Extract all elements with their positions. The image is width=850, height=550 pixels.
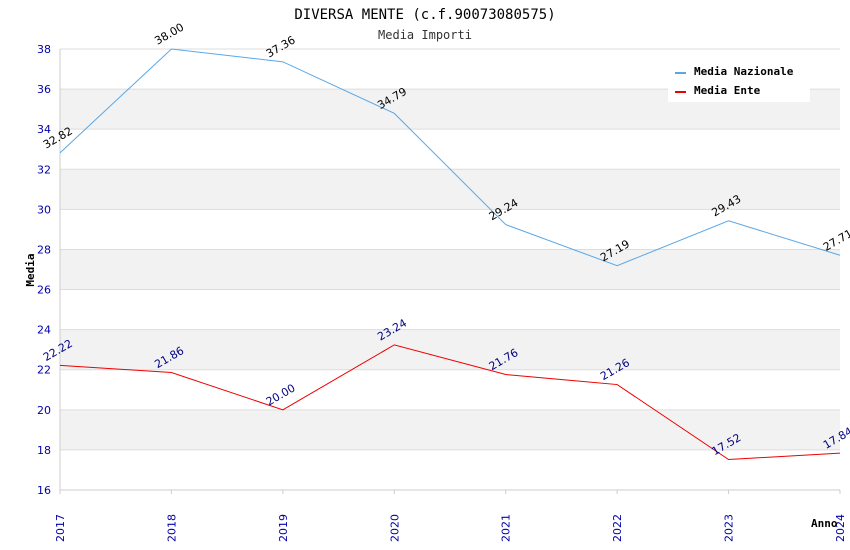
grid-bands	[60, 49, 840, 490]
chart-subtitle: Media Importi	[378, 28, 472, 42]
y-tick-label: 26	[37, 284, 51, 297]
x-tick-label: 2020	[388, 514, 401, 542]
x-tick-label: 2021	[500, 514, 513, 542]
grid-band	[60, 209, 840, 250]
legend: Media Nazionale Media Ente	[668, 60, 810, 102]
x-tick-label: 2023	[723, 514, 736, 542]
grid-band	[60, 329, 840, 370]
y-tick-label: 30	[37, 203, 51, 216]
grid-band	[60, 289, 840, 330]
series-line-media-ente	[59, 344, 841, 461]
grid-band	[60, 369, 840, 410]
y-tick-label: 22	[37, 364, 51, 377]
legend-label: Media Ente	[694, 84, 761, 97]
data-label: 38.00	[152, 21, 186, 48]
x-tick-label: 2018	[165, 514, 178, 542]
grid-band	[60, 169, 840, 210]
y-tick-label: 32	[37, 163, 51, 176]
x-tick-label: 2022	[611, 514, 624, 542]
grid-band	[60, 449, 840, 490]
y-tick-label: 38	[37, 43, 51, 56]
y-tick-label: 34	[37, 123, 51, 136]
x-tick-label: 2017	[54, 514, 67, 542]
y-tick-label: 36	[37, 83, 51, 96]
y-tick-label: 28	[37, 243, 51, 256]
x-tick-label: 2024	[834, 514, 847, 542]
y-axis-ticks: 16 18 20 22 24 26 28 30 32 34 36 38	[37, 43, 51, 497]
series-line-media-nazionale	[59, 48, 841, 267]
legend-label: Media Nazionale	[694, 65, 794, 78]
y-tick-label: 16	[37, 484, 51, 497]
grid-band	[60, 249, 840, 290]
legend-box	[668, 60, 810, 102]
x-tick-label: 2019	[277, 514, 290, 542]
x-axis-label: Anno	[811, 517, 838, 530]
y-tick-label: 18	[37, 444, 51, 457]
grid-band	[60, 129, 840, 170]
x-axis-ticks: 2017 2018 2019 2020 2021 2022 2023 2024	[54, 490, 847, 542]
series-group	[59, 48, 841, 461]
y-axis-label: Media	[24, 253, 37, 286]
grid-band	[60, 409, 840, 450]
y-tick-label: 20	[37, 404, 51, 417]
chart-title: DIVERSA MENTE (c.f.90073080575)	[294, 7, 555, 23]
y-tick-label: 24	[37, 324, 51, 337]
